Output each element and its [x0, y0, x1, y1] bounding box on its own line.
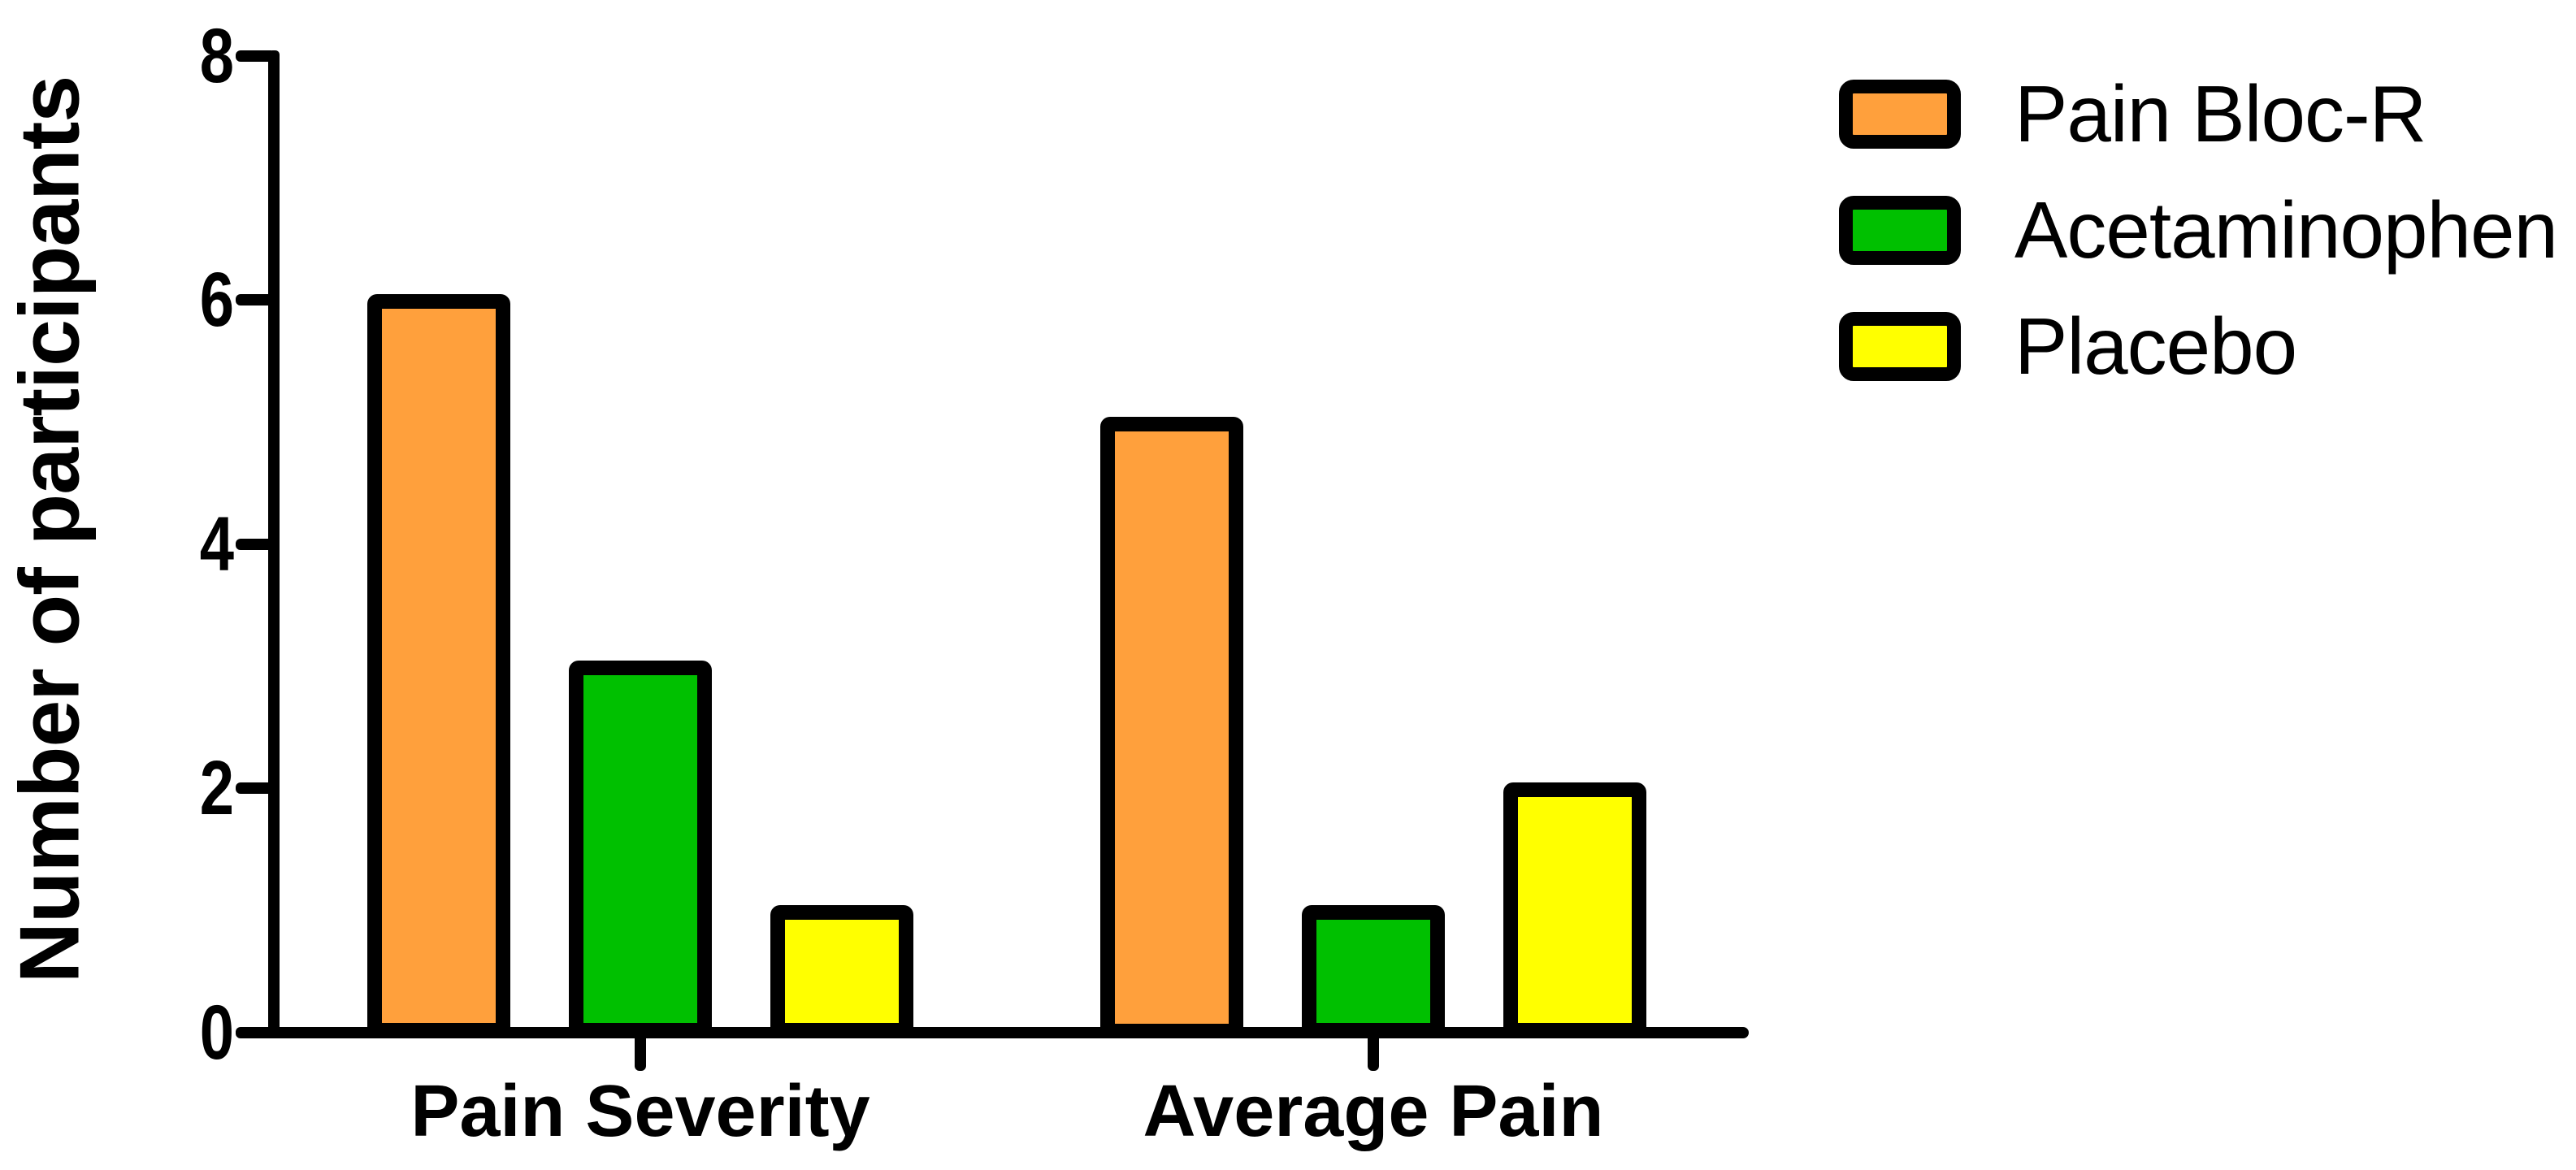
bar-placebo-pain-severity	[770, 905, 913, 1038]
category-label-pain-severity: Pain Severity	[410, 1071, 870, 1152]
bar-acetaminophen-average-pain	[1302, 905, 1445, 1038]
bar-placebo-average-pain	[1503, 782, 1646, 1038]
x-tick-average-pain	[1368, 1037, 1379, 1071]
category-label-average-pain: Average Pain	[1143, 1071, 1604, 1152]
x-tick-pain-severity	[635, 1037, 646, 1071]
legend-label-pain-bloc-r: Pain Bloc-R	[2014, 69, 2426, 158]
legend-label-placebo: Placebo	[2014, 301, 2297, 391]
legend-swatch-pain-bloc-r	[1839, 80, 1961, 149]
y-tick-8	[236, 50, 271, 62]
legend-swatch-acetaminophen	[1839, 196, 1961, 265]
y-tick-label-8: 8	[199, 13, 234, 99]
legend-label-acetaminophen: Acetaminophen	[2014, 185, 2558, 275]
y-tick-2	[236, 782, 271, 794]
y-tick-6	[236, 294, 271, 306]
y-tick-label-0: 0	[199, 990, 234, 1076]
y-tick-0	[236, 1027, 271, 1038]
bar-pain-bloc-r-average-pain	[1100, 417, 1243, 1038]
y-tick-label-6: 6	[199, 257, 234, 343]
y-tick-label-2: 2	[199, 745, 234, 831]
y-tick-label-4: 4	[199, 501, 234, 587]
bar-acetaminophen-pain-severity	[569, 661, 712, 1038]
y-tick-4	[236, 539, 271, 550]
bar-pain-bloc-r-pain-severity	[367, 294, 510, 1038]
legend-swatch-placebo	[1839, 312, 1961, 381]
